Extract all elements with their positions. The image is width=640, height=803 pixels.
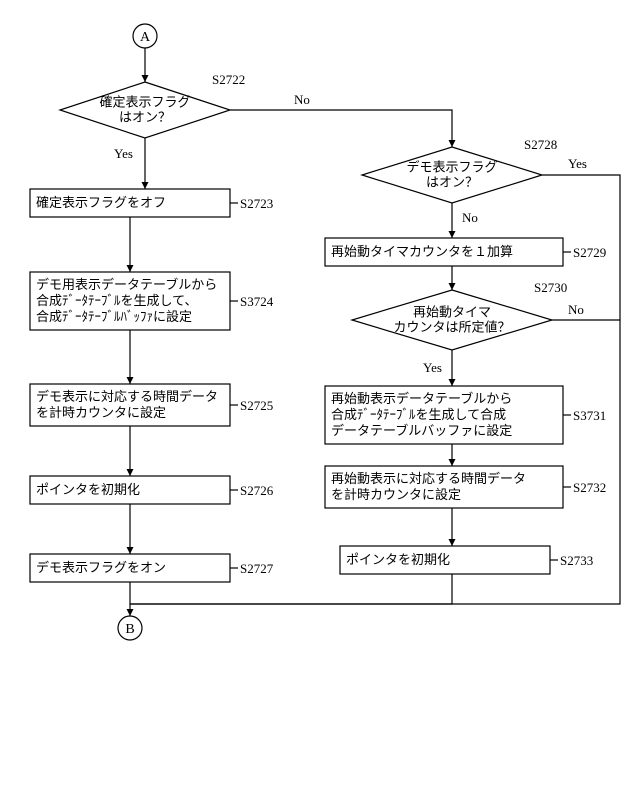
- decision-d1-line0: 確定表示フラグ: [99, 95, 190, 110]
- process-p4-line0: ポインタを初期化: [36, 482, 140, 497]
- process-p8-label: S2732: [573, 480, 606, 495]
- process-p1-line0: 確定表示フラグをオフ: [36, 195, 166, 210]
- process-p7-line1: 合成ﾃﾞｰﾀﾃｰﾌﾞﾙを生成して合成: [331, 407, 506, 422]
- process-p2-line1: 合成ﾃﾞｰﾀﾃｰﾌﾞﾙを生成して、: [36, 293, 197, 308]
- process-p7-line2: データテーブルバッファに設定: [331, 423, 512, 438]
- process-p6-label: S2729: [573, 245, 606, 260]
- process-p2-label: S3724: [240, 294, 274, 309]
- process-p5-line0: デモ表示フラグをオン: [36, 560, 166, 575]
- process-p9-line0: ポインタを初期化: [346, 552, 450, 567]
- decision-d2-line0: デモ表示フラグ: [406, 160, 497, 175]
- process-p5-label: S2727: [240, 561, 274, 576]
- process-p7-label: S3731: [573, 408, 606, 423]
- process-p8-line0: 再始動表示に対応する時間データ: [331, 471, 526, 486]
- edge-d2-no-text: No: [462, 210, 478, 225]
- process-p2-line0: デモ用表示データテーブルから: [36, 277, 217, 292]
- connector-b-label: B: [125, 622, 134, 637]
- decision-d2-line1: はオン？: [426, 175, 478, 190]
- decision-d1-label: S2722: [212, 72, 245, 87]
- edge-d2-yes-text: Yes: [568, 156, 587, 171]
- process-p3-label: S2725: [240, 398, 273, 413]
- decision-d3-line1: カウンタは所定値？: [393, 320, 510, 335]
- process-p3-line0: デモ表示に対応する時間データ: [36, 389, 218, 404]
- edge-d1-no-text: No: [294, 92, 310, 107]
- process-p4-label: S2726: [240, 483, 274, 498]
- decision-d3-line0: 再始動タイマ: [413, 305, 491, 320]
- edge-d1-yes-text: Yes: [114, 146, 133, 161]
- process-p9-label: S2733: [560, 553, 593, 568]
- decision-d2-label: S2728: [524, 137, 557, 152]
- decision-d3-label: S2730: [534, 280, 567, 295]
- process-p1-label: S2723: [240, 196, 273, 211]
- process-p8-line1: を計時カウンタに設定: [331, 487, 461, 502]
- edge-d3-yes-text: Yes: [423, 360, 442, 375]
- process-p2-line2: 合成ﾃﾞｰﾀﾃｰﾌﾞﾙﾊﾞｯﾌｧに設定: [36, 309, 192, 324]
- process-p7-line0: 再始動表示データテーブルから: [331, 391, 512, 406]
- process-p6-line0: 再始動タイマカウンタを１加算: [331, 244, 513, 259]
- decision-d1-line1: はオン？: [119, 110, 171, 125]
- process-p3-line1: を計時カウンタに設定: [36, 405, 166, 420]
- edge-d3-no-text: No: [568, 302, 584, 317]
- connector-a-label: A: [140, 30, 151, 45]
